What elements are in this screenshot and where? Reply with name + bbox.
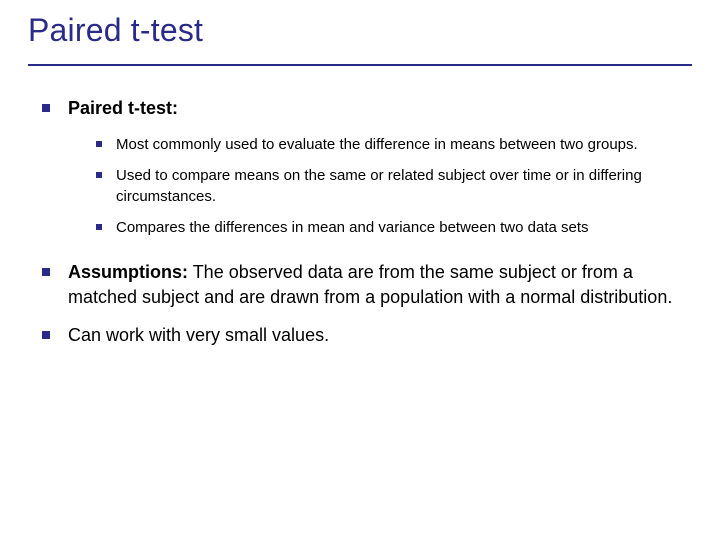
list-item: Used to compare means on the same or rel…: [96, 165, 688, 207]
list-item-text: Compares the differences in mean and var…: [116, 217, 688, 238]
slide-title: Paired t-test: [28, 12, 203, 49]
sublist: Most commonly used to evaluate the diffe…: [96, 134, 688, 238]
item-rest: Can work with very small values.: [68, 325, 329, 345]
list-item-text: Can work with very small values.: [68, 323, 688, 347]
list-item: Can work with very small values.: [42, 323, 688, 347]
square-bullet-icon: [96, 172, 102, 178]
square-bullet-icon: [42, 331, 50, 339]
square-bullet-icon: [96, 224, 102, 230]
list-item-text: Used to compare means on the same or rel…: [116, 165, 688, 207]
list-item: Most commonly used to evaluate the diffe…: [96, 134, 688, 155]
list-item-text: Most commonly used to evaluate the diffe…: [116, 134, 688, 155]
square-bullet-icon: [42, 268, 50, 276]
slide: Paired t-test Paired t-test: Most common…: [0, 0, 720, 540]
square-bullet-icon: [42, 104, 50, 112]
slide-body: Paired t-test: Most commonly used to eva…: [42, 96, 688, 361]
bold-prefix: Paired t-test:: [68, 98, 178, 118]
list-item-text: Assumptions: The observed data are from …: [68, 260, 688, 309]
square-bullet-icon: [96, 141, 102, 147]
title-divider: [28, 64, 692, 66]
bold-prefix: Assumptions:: [68, 262, 188, 282]
list-item: Compares the differences in mean and var…: [96, 217, 688, 238]
list-item: Paired t-test:: [42, 96, 688, 120]
list-item: Assumptions: The observed data are from …: [42, 260, 688, 309]
list-item-text: Paired t-test:: [68, 96, 688, 120]
